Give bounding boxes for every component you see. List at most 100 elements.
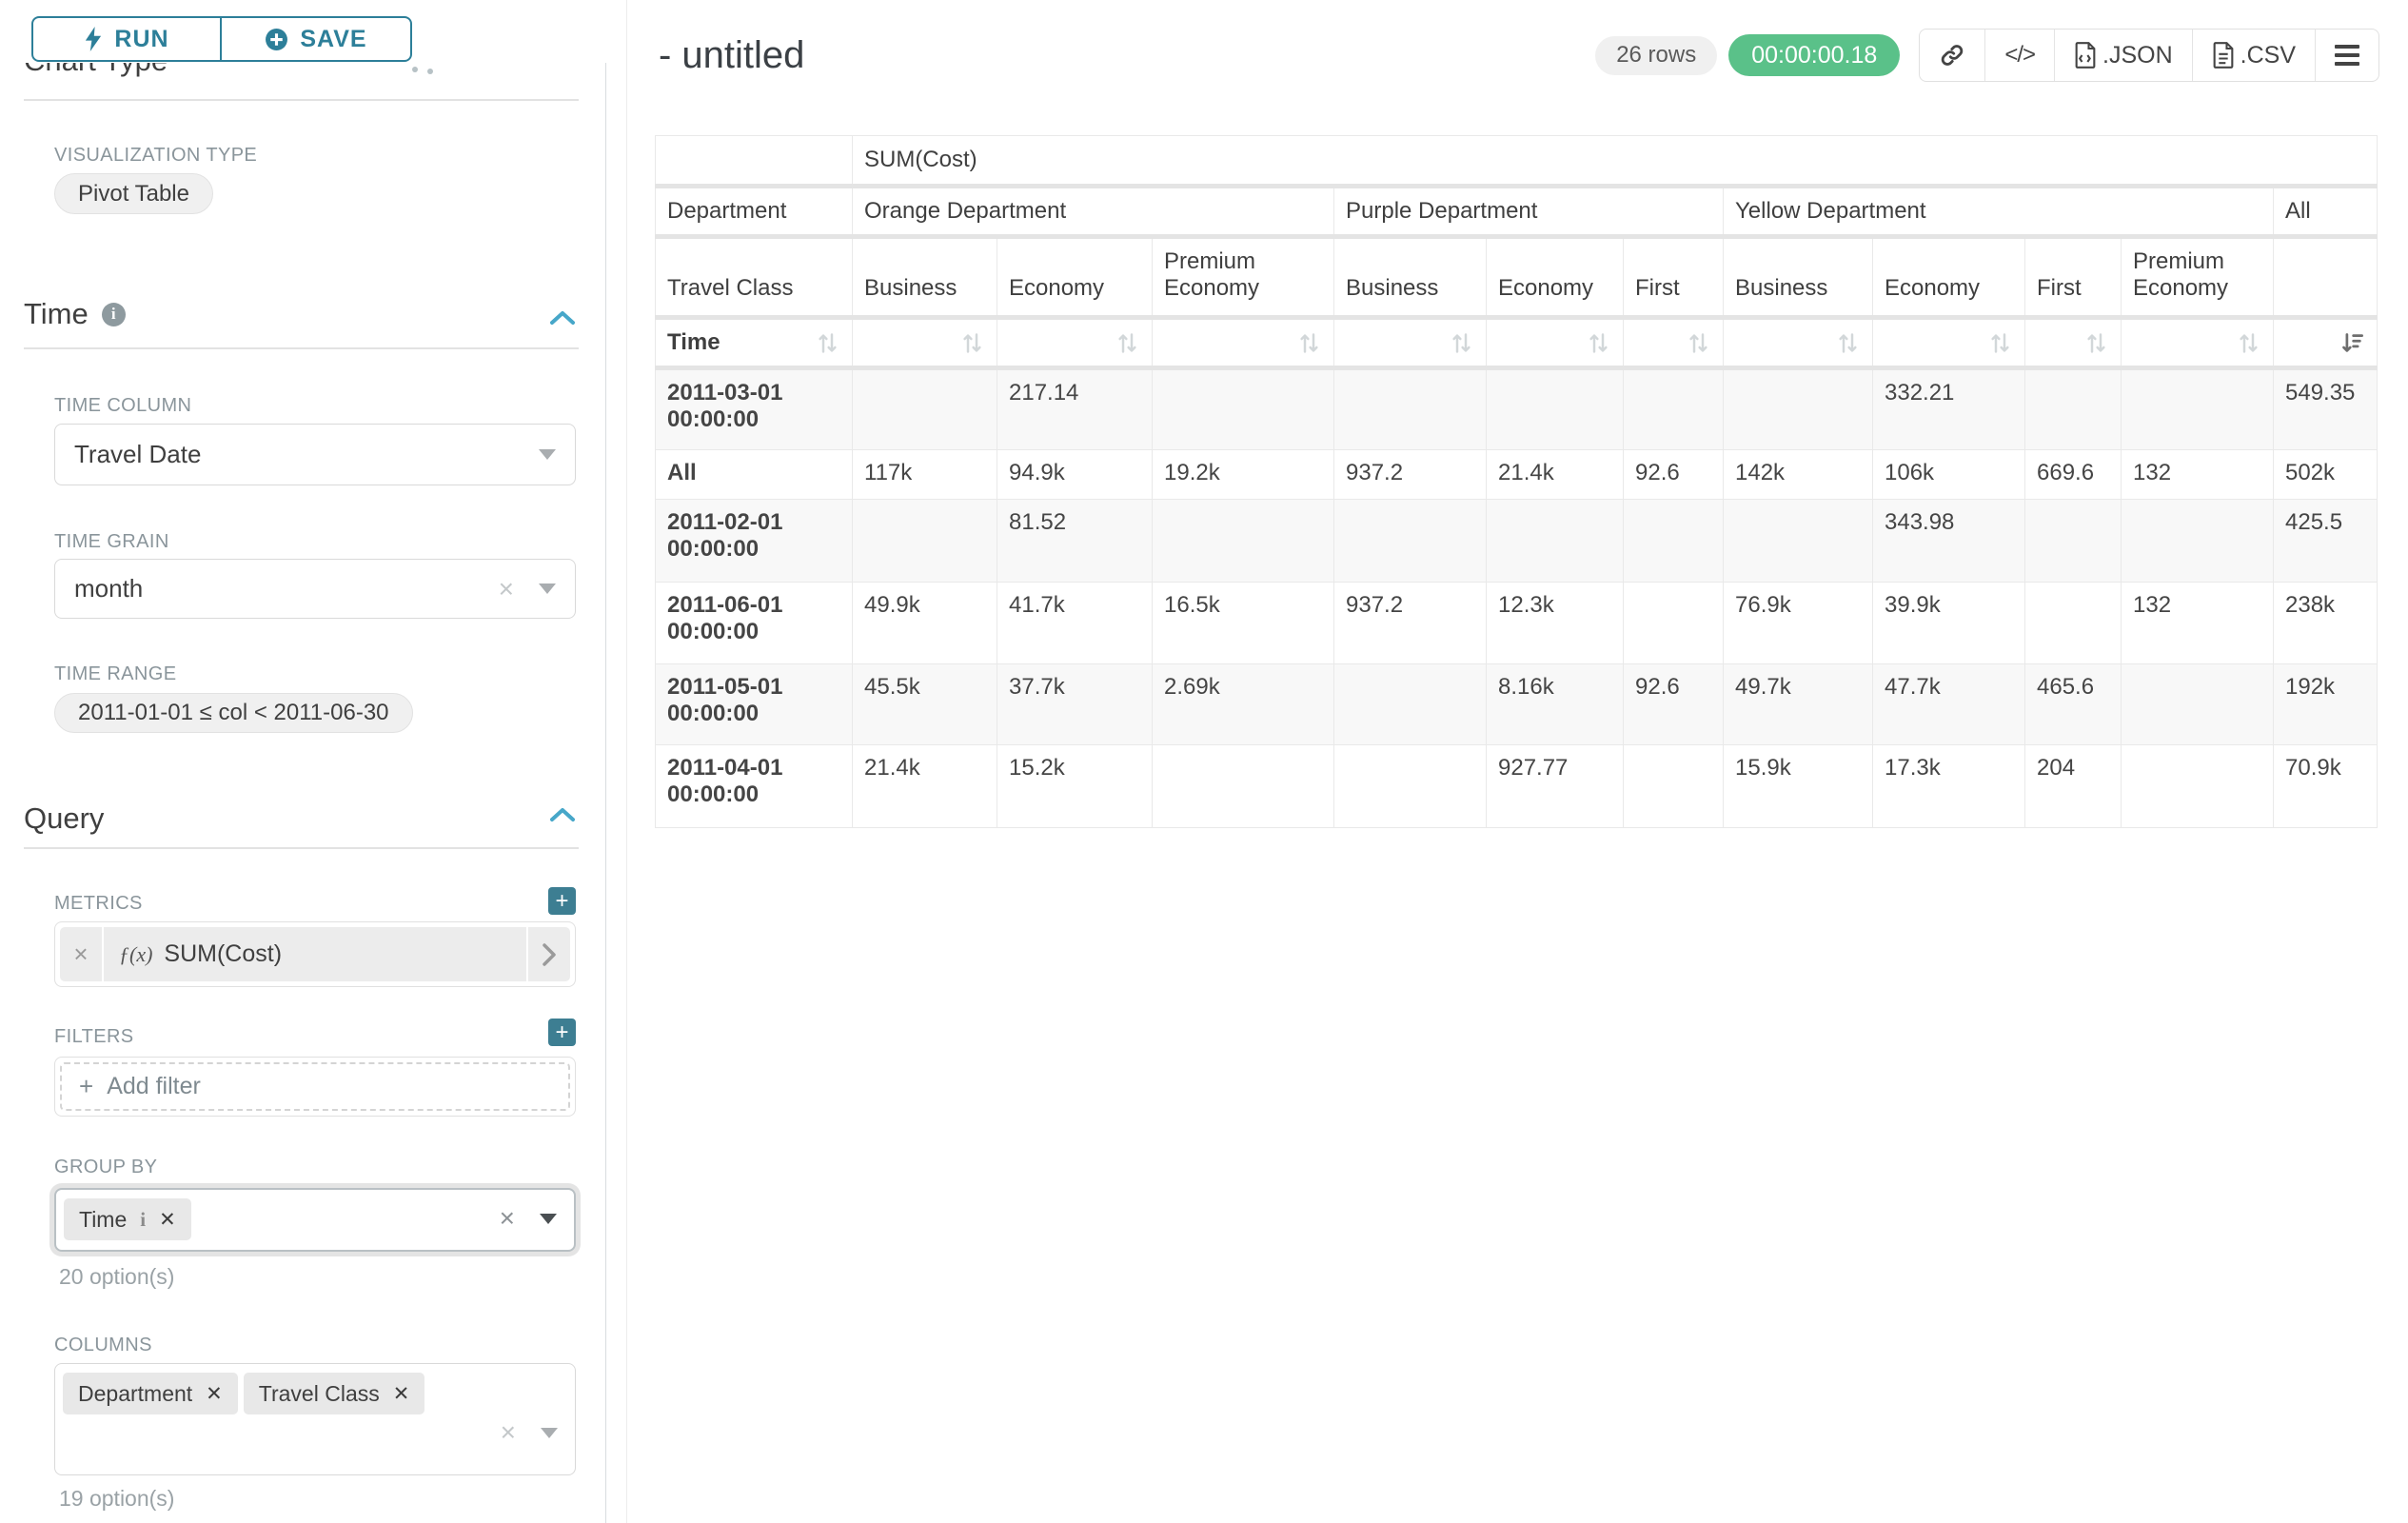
- sort-header-cell: [1623, 317, 1724, 370]
- cell: [1623, 744, 1724, 828]
- sort-header-cell: [1152, 317, 1334, 370]
- run-save-bar: RUN SAVE: [0, 0, 606, 63]
- cell: 39.9k: [1872, 582, 2025, 664]
- cell: 8.16k: [1486, 663, 1624, 745]
- add-filter-plus-button[interactable]: +: [548, 1019, 576, 1046]
- filters-label: FILTERS: [54, 1026, 134, 1047]
- columns-select[interactable]: Department ✕ Travel Class ✕ ×: [54, 1363, 576, 1475]
- chevron-right-icon[interactable]: [526, 927, 570, 981]
- metrics-label: METRICS: [54, 893, 143, 914]
- cell: 21.4k: [852, 744, 997, 828]
- fx-icon: ƒ(x): [119, 941, 153, 966]
- time-column-select[interactable]: Travel Date: [54, 424, 576, 485]
- travel-class-header: Premium Economy: [1152, 236, 1334, 320]
- cell: 12.3k: [1486, 582, 1624, 664]
- cell: 2.69k: [1152, 663, 1334, 745]
- sort-icon[interactable]: [1296, 330, 1322, 356]
- chevron-down-icon[interactable]: [540, 1213, 557, 1224]
- run-button[interactable]: RUN: [31, 16, 221, 62]
- cell: [1333, 744, 1487, 828]
- add-metric-button[interactable]: +: [548, 887, 576, 915]
- code-icon: </>: [2004, 42, 2036, 68]
- travel-class-header: Economy: [1872, 236, 2025, 320]
- remove-metric-icon[interactable]: ×: [60, 927, 104, 981]
- sort-icon[interactable]: [2083, 330, 2109, 356]
- view-query-button[interactable]: </>: [1985, 30, 2056, 81]
- cell: 49.7k: [1723, 663, 1873, 745]
- cell: 49.9k: [852, 582, 997, 664]
- cell: 465.6: [2024, 663, 2122, 745]
- cell: 70.9k: [2272, 744, 2378, 828]
- sort-icon[interactable]: [815, 330, 840, 356]
- row-dim-header: Department: [655, 186, 853, 239]
- chart-title[interactable]: - untitled: [659, 34, 805, 76]
- export-json-button[interactable]: .JSON: [2055, 30, 2193, 81]
- cell: [2121, 663, 2274, 745]
- panel-gutter[interactable]: [626, 0, 627, 1523]
- cell: [1486, 499, 1624, 583]
- cell: 343.98: [1872, 499, 2025, 583]
- row-label: 2011-05-01 00:00:00: [655, 663, 853, 745]
- menu-icon: [2335, 45, 2359, 66]
- cell: 927.77: [1486, 744, 1624, 828]
- json-file-icon: [2075, 42, 2096, 69]
- more-menu-button[interactable]: [2316, 30, 2378, 81]
- sort-icon[interactable]: [1686, 330, 1711, 356]
- remove-tag-icon[interactable]: ✕: [392, 1382, 410, 1405]
- sort-descending-icon[interactable]: [2339, 330, 2365, 356]
- sort-icon[interactable]: [1586, 330, 1611, 356]
- metric-item[interactable]: × ƒ(x) SUM(Cost): [60, 927, 570, 981]
- cell: 15.2k: [997, 744, 1153, 828]
- section-divider: [24, 347, 579, 349]
- cell: 21.4k: [1486, 449, 1624, 500]
- cell: [2024, 499, 2122, 583]
- sort-icon[interactable]: [1115, 330, 1140, 356]
- export-csv-button[interactable]: .CSV: [2193, 30, 2316, 81]
- info-icon[interactable]: i: [101, 302, 126, 326]
- viz-type-pill[interactable]: Pivot Table: [54, 173, 213, 214]
- time-grain-select[interactable]: month ×: [54, 559, 576, 619]
- cell: 92.6: [1623, 449, 1724, 500]
- metric-header-cell: SUM(Cost): [851, 135, 2378, 188]
- chevron-down-icon: [539, 583, 556, 594]
- sort-header-cell: [2272, 317, 2378, 370]
- info-icon[interactable]: i: [140, 1207, 147, 1231]
- travel-class-header: First: [1623, 236, 1724, 320]
- remove-tag-icon[interactable]: ✕: [206, 1382, 223, 1405]
- cell: 937.2: [1333, 582, 1487, 664]
- sort-icon[interactable]: [959, 330, 985, 356]
- sort-icon[interactable]: [2236, 330, 2261, 356]
- add-filter-button[interactable]: + Add filter: [60, 1062, 570, 1111]
- travel-class-header: Economy: [1486, 236, 1624, 320]
- time-range-pill[interactable]: 2011-01-01 ≤ col < 2011-06-30: [54, 693, 413, 733]
- chevron-up-icon[interactable]: [550, 310, 575, 326]
- sort-icon[interactable]: [1449, 330, 1474, 356]
- cell: 238k: [2272, 582, 2378, 664]
- columns-tag: Department ✕: [63, 1373, 238, 1414]
- time-range-label: TIME RANGE: [54, 663, 177, 684]
- clear-icon[interactable]: ×: [498, 573, 514, 603]
- sort-icon[interactable]: [1987, 330, 2013, 356]
- clear-icon[interactable]: ×: [500, 1417, 516, 1447]
- filters-dropzone: + Add filter: [54, 1057, 576, 1117]
- columns-options-note: 19 option(s): [59, 1486, 175, 1511]
- cell: 204: [2024, 744, 2122, 828]
- clear-icon[interactable]: ×: [499, 1203, 515, 1233]
- row-label: 2011-04-01 00:00:00: [655, 744, 853, 828]
- copy-link-button[interactable]: [1920, 30, 1986, 81]
- cell: [2121, 367, 2274, 450]
- remove-tag-icon[interactable]: ✕: [159, 1208, 176, 1231]
- cell: 132: [2121, 449, 2274, 500]
- department-header: Yellow Department: [1723, 186, 2274, 239]
- section-divider: [24, 847, 579, 849]
- chevron-down-icon[interactable]: [541, 1427, 558, 1438]
- cell: 92.6: [1623, 663, 1724, 745]
- save-button[interactable]: SAVE: [221, 16, 412, 62]
- cell: [1152, 499, 1334, 583]
- time-header: Time: [655, 317, 853, 370]
- table-row: All 117k 94.9k 19.2k 937.2 21.4k 92.6 142k 106k 6…: [655, 449, 2378, 500]
- sort-icon[interactable]: [1835, 330, 1861, 356]
- row-label: 2011-03-01 00:00:00: [655, 367, 853, 450]
- chevron-up-icon[interactable]: [550, 807, 575, 822]
- group-by-select[interactable]: Time i ✕ ×: [54, 1188, 576, 1252]
